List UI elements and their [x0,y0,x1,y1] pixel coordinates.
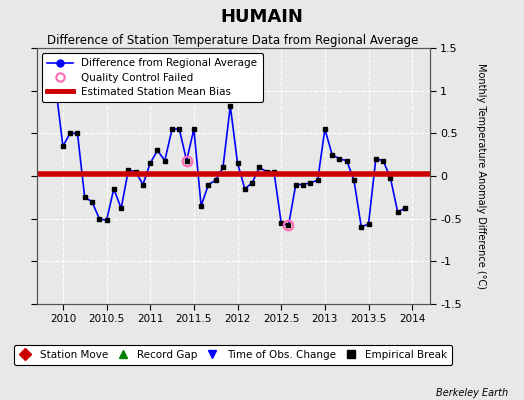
Y-axis label: Monthly Temperature Anomaly Difference (°C): Monthly Temperature Anomaly Difference (… [476,63,486,289]
Text: Berkeley Earth: Berkeley Earth [436,388,508,398]
Title: Difference of Station Temperature Data from Regional Average: Difference of Station Temperature Data f… [48,34,419,47]
Text: HUMAIN: HUMAIN [221,8,303,26]
Legend: Station Move, Record Gap, Time of Obs. Change, Empirical Break: Station Move, Record Gap, Time of Obs. C… [14,345,452,365]
